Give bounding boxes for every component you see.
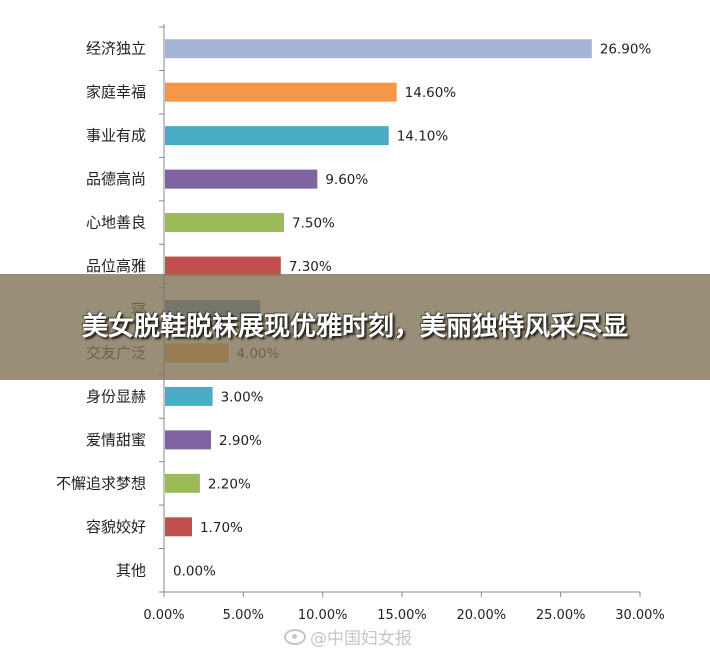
x-tick-label: 25.00% [536,608,586,623]
category-label: 家庭幸福 [86,83,146,101]
bar [165,213,284,233]
category-label: 心地善良 [86,214,146,232]
bar [165,82,397,102]
category-label: 容貌姣好 [86,518,146,536]
x-tick-label: 0.00% [143,608,184,623]
value-label: 9.60% [325,172,368,188]
value-label: 7.30% [289,259,332,275]
category-label: 品位高雅 [86,257,146,275]
bar [165,430,212,450]
category-label: 身份显赫 [86,387,146,405]
bar [165,169,318,189]
bars [165,39,592,537]
x-tick-label: 30.00% [615,608,665,623]
x-tick-label: 5.00% [223,608,264,623]
category-label: 经济独立 [86,40,146,58]
value-label: 2.90% [219,433,262,449]
x-tick-label: 15.00% [377,608,427,623]
value-label: 14.10% [397,129,449,145]
value-label: 26.90% [600,42,652,58]
watermark-text: @中国妇女报 [310,629,412,649]
value-label: 3.00% [221,389,264,405]
x-tick-labels: 0.00% 5.00% 10.00% 15.00% 20.00% 25.00% 30.00% [143,608,664,623]
bar [165,126,389,146]
watermark: @中国妇女报 [284,624,412,649]
value-label: 2.20% [208,476,251,492]
bar [165,473,200,493]
bar [165,517,192,537]
category-label: 不懈追求梦想 [56,474,146,492]
x-tick-label: 10.00% [298,608,348,623]
value-labels: 26.90%14.60%14.10%9.60%7.50%7.30%4.00%3.… [173,42,651,580]
category-label: 事业有成 [86,127,146,145]
x-tick-label: 20.00% [457,608,507,623]
value-label: 7.50% [292,216,335,232]
value-label: 1.70% [200,520,243,536]
category-label: 爱情甜蜜 [86,431,146,449]
value-label: 14.60% [405,85,457,101]
banner-title: 美女脱鞋脱袜展现优雅时刻，美丽独特风采尽显 [81,312,628,342]
value-label: 0.00% [173,563,216,579]
category-label: 其他 [116,561,146,579]
bar [165,256,281,276]
category-label: 品德高尚 [86,170,146,188]
bar [165,39,592,59]
weibo-icon [284,628,306,645]
bar [165,386,213,406]
title-banner: 美女脱鞋脱袜展现优雅时刻，美丽独特风采尽显 [0,274,710,380]
